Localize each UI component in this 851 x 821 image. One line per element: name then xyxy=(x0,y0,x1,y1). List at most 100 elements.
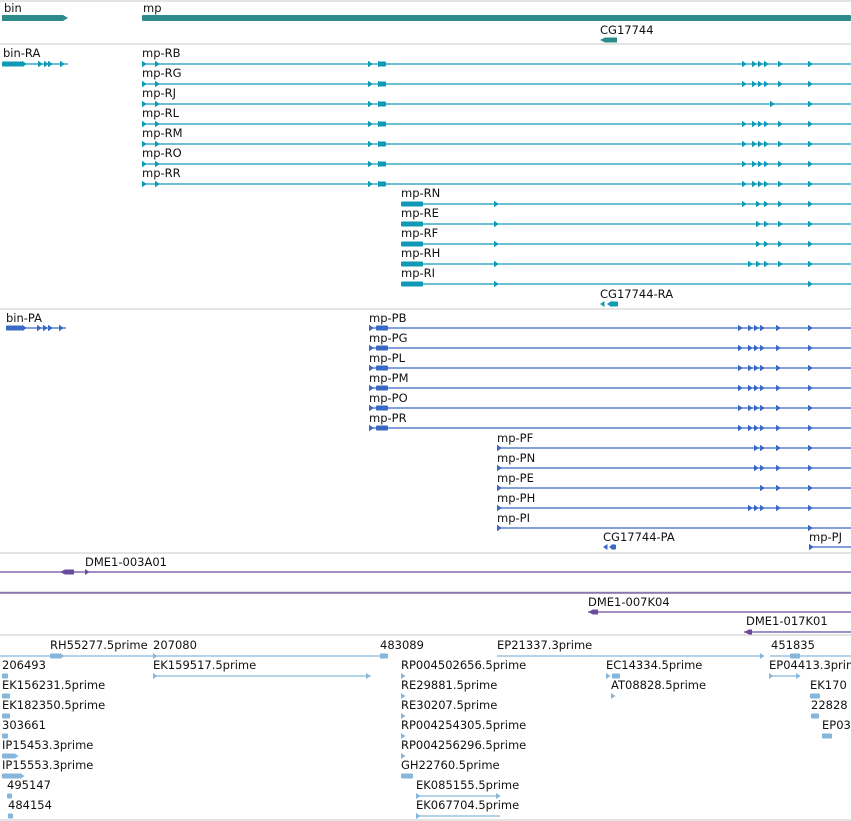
protein-bin-pa[interactable]: bin-PA xyxy=(6,311,66,332)
est-gh22760[interactable]: GH22760.5prime xyxy=(401,758,500,779)
protein-cg17744-pa[interactable]: CG17744-PA xyxy=(603,530,675,550)
est-ec14334-label: EC14334.5prime xyxy=(606,658,702,672)
protein-mp-pj-label: mp-PJ xyxy=(809,530,842,544)
est-451835-label: 451835 xyxy=(771,638,815,652)
protein-bin-pa-label: bin-PA xyxy=(6,311,42,325)
est-re30207-label: RE30207.5prime xyxy=(401,698,497,712)
est-484154[interactable]: 484154 xyxy=(8,798,52,819)
est-rp004256296-label: RP004256296.5prime xyxy=(401,738,526,752)
protein-mp-pb[interactable]: mp-PB xyxy=(369,311,851,332)
gene-mp-label: mp xyxy=(143,1,162,15)
protein-mp-pi[interactable]: mp-PI xyxy=(497,511,851,532)
est-re29881[interactable]: RE29881.5prime xyxy=(401,678,497,699)
protein-mp-pl[interactable]: mp-PL xyxy=(369,351,851,372)
est-ek170-label: EK170 xyxy=(810,678,847,692)
est-ec14334[interactable]: EC14334.5prime xyxy=(606,658,702,679)
protein-mp-pr-label: mp-PR xyxy=(369,411,407,425)
est-ep21337[interactable]: EP21337.3prime xyxy=(497,638,765,659)
protein-mp-pe[interactable]: mp-PE xyxy=(497,471,851,492)
gene-mp[interactable]: mp xyxy=(142,1,851,21)
protein-mp-ph[interactable]: mp-PH xyxy=(497,491,851,512)
gene-cg17744-label: CG17744 xyxy=(600,23,654,37)
clone-dme1-007k04[interactable]: DME1-007K04 xyxy=(588,595,851,615)
est-303661[interactable]: 303661 xyxy=(2,718,46,739)
transcript-mp-rr-label: mp-RR xyxy=(142,166,181,180)
protein-mp-po-label: mp-PO xyxy=(369,391,408,405)
gene-bin[interactable]: bin xyxy=(2,1,68,21)
est-ep04413[interactable]: EP04413.3prime xyxy=(769,658,851,679)
transcript-cg17744-ra[interactable]: CG17744-RA xyxy=(600,287,673,307)
transcript-mp-ri[interactable]: mp-RI xyxy=(401,266,851,288)
transcript-mp-rf[interactable]: mp-RF xyxy=(401,226,851,248)
est-483089[interactable]: 483089 xyxy=(380,638,424,659)
protein-mp-pj[interactable]: mp-PJ xyxy=(809,530,851,551)
est-495147[interactable]: 495147 xyxy=(7,778,51,799)
protein-mp-ph-label: mp-PH xyxy=(497,491,535,505)
protein-mp-pr[interactable]: mp-PR xyxy=(369,411,851,432)
est-ek170[interactable]: EK170 xyxy=(810,678,847,699)
est-207080[interactable]: 207080 xyxy=(153,638,197,659)
est-ip15453[interactable]: IP15453.3prime xyxy=(2,738,93,759)
protein-mp-pf[interactable]: mp-PF xyxy=(497,431,851,452)
est-rp004254305[interactable]: RP004254305.5prime xyxy=(401,718,526,739)
est-206493[interactable]: 206493 xyxy=(2,658,46,679)
clone-dme1-003a01[interactable]: DME1-003A01 xyxy=(0,555,851,575)
protein-mp-po[interactable]: mp-PO xyxy=(369,391,851,412)
est-ek067704-label: EK067704.5prime xyxy=(416,798,519,812)
est-ek182350-label: EK182350.5prime xyxy=(2,698,105,712)
transcript-mp-rm-label: mp-RM xyxy=(142,126,183,140)
est-rp004502656[interactable]: RP004502656.5prime xyxy=(401,658,526,679)
transcript-bin-ra-label: bin-RA xyxy=(3,46,40,60)
est-re30207[interactable]: RE30207.5prime xyxy=(401,698,497,719)
est-483089-label: 483089 xyxy=(380,638,424,652)
est-at08828-label: AT08828.5prime xyxy=(611,678,706,692)
transcript-mp-rb-label: mp-RB xyxy=(142,46,181,60)
protein-mp-pl-label: mp-PL xyxy=(369,351,406,365)
clone-dme1-007k04-label: DME1-007K04 xyxy=(588,595,670,609)
transcript-mp-rr[interactable]: mp-RR xyxy=(142,166,851,188)
est-ep21337-label: EP21337.3prime xyxy=(497,638,592,652)
clone-dme1-017k01-label: DME1-017K01 xyxy=(746,614,828,628)
transcript-mp-rb[interactable]: mp-RB xyxy=(142,46,851,68)
transcript-mp-rn[interactable]: mp-RN xyxy=(401,186,851,208)
transcript-mp-ri-label: mp-RI xyxy=(401,266,435,280)
protein-mp-pe-label: mp-PE xyxy=(497,471,534,485)
est-rh55277[interactable]: RH55277.5prime xyxy=(0,638,385,659)
est-22828[interactable]: 22828 xyxy=(811,698,848,719)
protein-mp-pf-label: mp-PF xyxy=(497,431,533,445)
transcript-mp-rm[interactable]: mp-RM xyxy=(142,126,851,148)
transcript-mp-rg-label: mp-RG xyxy=(142,66,182,80)
est-ek182350[interactable]: EK182350.5prime xyxy=(2,698,105,719)
protein-mp-pg[interactable]: mp-PG xyxy=(369,331,851,352)
est-rp004256296[interactable]: RP004256296.5prime xyxy=(401,738,526,759)
est-207080-label: 207080 xyxy=(153,638,197,652)
est-ep03[interactable]: EP03 xyxy=(822,718,851,739)
est-ip15553[interactable]: IP15553.3prime xyxy=(2,758,93,779)
est-451835[interactable]: 451835 xyxy=(770,638,851,659)
protein-mp-pi-label: mp-PI xyxy=(497,511,530,525)
est-at08828[interactable]: AT08828.5prime xyxy=(611,678,706,699)
transcript-mp-rj[interactable]: mp-RJ xyxy=(142,86,851,108)
est-ek156231[interactable]: EK156231.5prime xyxy=(2,678,105,699)
transcript-mp-rn-label: mp-RN xyxy=(401,186,440,200)
transcript-mp-re[interactable]: mp-RE xyxy=(401,206,851,228)
est-ek085155[interactable]: EK085155.5prime xyxy=(416,778,519,799)
transcript-cg17744-ra-label: CG17744-RA xyxy=(600,287,673,301)
transcript-mp-rl[interactable]: mp-RL xyxy=(142,106,851,128)
protein-mp-pm[interactable]: mp-PM xyxy=(369,371,851,392)
transcript-mp-rg[interactable]: mp-RG xyxy=(142,66,851,88)
transcript-mp-ro[interactable]: mp-RO xyxy=(142,146,851,168)
transcript-mp-re-label: mp-RE xyxy=(401,206,439,220)
est-rh55277-label: RH55277.5prime xyxy=(50,638,148,652)
est-ek067704[interactable]: EK067704.5prime xyxy=(416,798,519,819)
transcript-mp-rj-label: mp-RJ xyxy=(142,86,176,100)
gene-cg17744[interactable]: CG17744 xyxy=(600,23,654,43)
est-206493-label: 206493 xyxy=(2,658,46,672)
est-ek159517[interactable]: EK159517.5prime xyxy=(153,658,371,679)
transcript-bin-ra[interactable]: bin-RA xyxy=(2,46,68,68)
protein-mp-pn[interactable]: mp-PN xyxy=(497,451,851,472)
est-gh22760-label: GH22760.5prime xyxy=(401,758,500,772)
clone-dme1-017k01[interactable]: DME1-017K01 xyxy=(744,614,851,635)
transcript-mp-rh[interactable]: mp-RH xyxy=(401,246,851,268)
